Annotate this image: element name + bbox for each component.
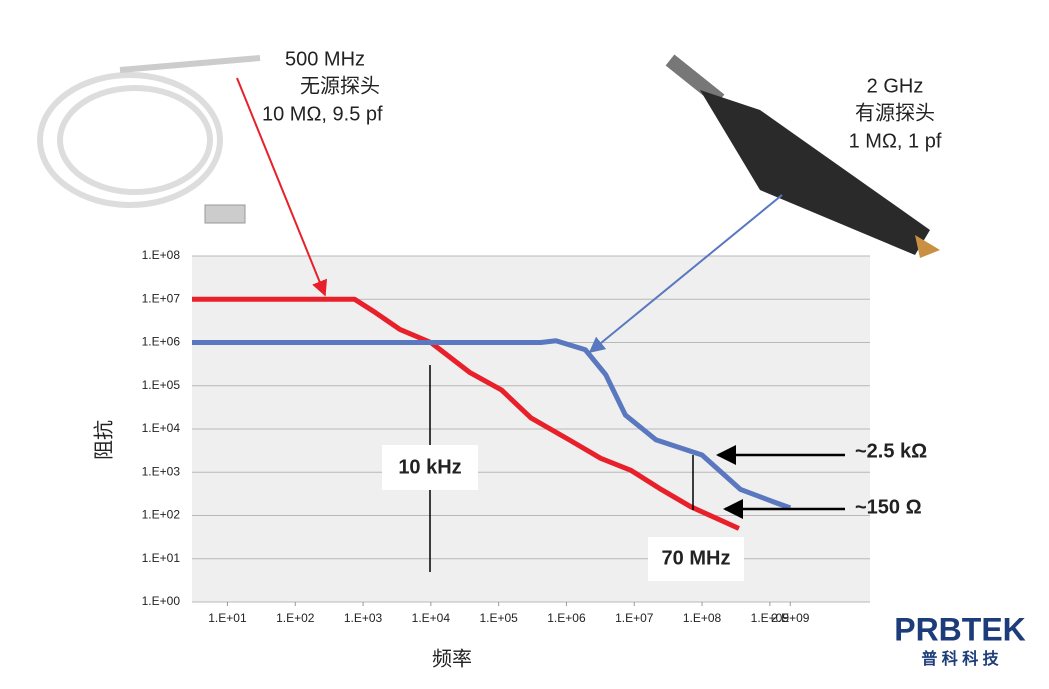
y-tick-label: 1.E+07 bbox=[142, 291, 181, 305]
active-probe-image bbox=[665, 54, 940, 258]
annotation: 1 MΩ, 1 pf bbox=[849, 130, 942, 152]
annotation: 10 kHz bbox=[398, 456, 461, 478]
y-tick-label: 1.E+00 bbox=[142, 594, 181, 608]
logo: PRBTEK bbox=[894, 611, 1026, 647]
annotation: 有源探头 bbox=[855, 101, 935, 124]
y-tick-label: 1.E+05 bbox=[142, 378, 181, 392]
x-tick-label: 1.E+01 bbox=[208, 611, 247, 625]
annotation: ~150 Ω bbox=[855, 496, 922, 518]
x-tick-label: 1.E+02 bbox=[276, 611, 315, 625]
annotation: 500 MHz bbox=[285, 48, 365, 70]
y-tick-label: 1.E+04 bbox=[142, 421, 181, 435]
x-tick-label: 1.E+07 bbox=[615, 611, 654, 625]
y-tick-label: 1.E+03 bbox=[142, 464, 181, 478]
annotation: 2 GHz bbox=[867, 75, 924, 97]
logo-subtitle: 普 科 科 技 bbox=[921, 649, 999, 668]
x-tick-label: 1.E+06 bbox=[547, 611, 586, 625]
annotation: ~2.5 kΩ bbox=[855, 440, 927, 462]
x-tick-label: 1.E+04 bbox=[412, 611, 451, 625]
y-tick-label: 1.E+02 bbox=[142, 508, 181, 522]
y-tick-label: 1.E+06 bbox=[142, 335, 181, 349]
y-axis-label: 阻抗 bbox=[92, 420, 115, 460]
annotation: 10 MΩ, 9.5 pf bbox=[262, 103, 383, 125]
series-line bbox=[192, 338, 792, 511]
annotation: 70 MHz bbox=[662, 547, 731, 569]
x-tick-label: 2.E+09 bbox=[771, 611, 810, 625]
annotation: 无源探头 bbox=[300, 74, 380, 97]
x-tick-label: 1.E+09 bbox=[751, 611, 790, 625]
y-tick-label: 1.E+08 bbox=[142, 248, 181, 262]
label-box bbox=[648, 537, 744, 581]
y-tick-label: 1.E+01 bbox=[142, 551, 181, 565]
x-axis-label: 频率 bbox=[432, 647, 472, 670]
series-line bbox=[192, 296, 740, 531]
arrow bbox=[588, 194, 783, 354]
x-tick-label: 1.E+03 bbox=[344, 611, 383, 625]
x-tick-label: 1.E+05 bbox=[479, 611, 518, 625]
label-box bbox=[382, 445, 478, 490]
x-tick-label: 1.E+08 bbox=[683, 611, 722, 625]
lines bbox=[192, 296, 792, 531]
arrow bbox=[236, 77, 328, 297]
passive-probe-image bbox=[37, 55, 261, 224]
